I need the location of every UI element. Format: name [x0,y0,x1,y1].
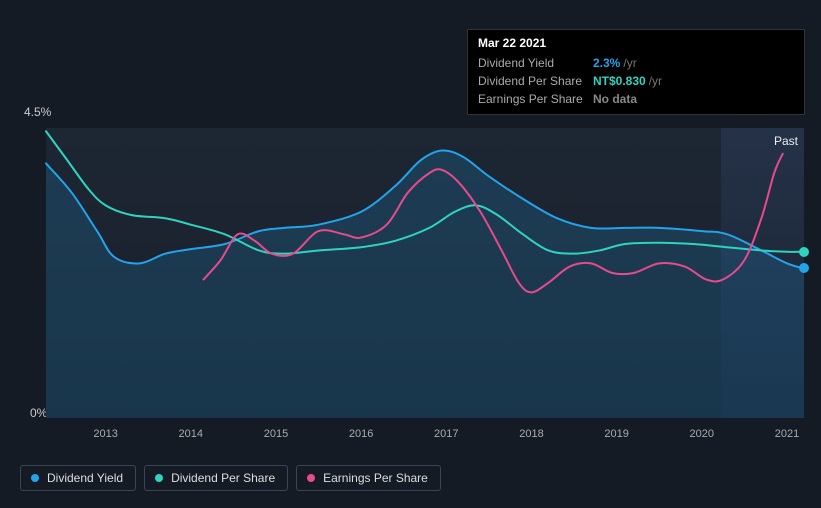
legend-item[interactable]: Earnings Per Share [296,465,441,491]
legend-item[interactable]: Dividend Per Share [144,465,288,491]
legend-dot-icon [307,474,315,482]
y-axis-max: 4.5% [24,105,51,119]
x-tick: 2017 [434,428,458,440]
legend-dot-icon [155,474,163,482]
x-tick: 2015 [264,428,288,440]
x-tick: 2019 [604,428,628,440]
tooltip-row: Dividend Yield2.3%/yr [478,54,794,72]
tooltip-row: Earnings Per ShareNo data [478,90,794,108]
x-axis: 2013 2014 2015 2016 2017 2018 2019 2020 2021 [46,428,804,446]
legend-label: Dividend Per Share [171,471,275,485]
x-tick: 2014 [179,428,203,440]
past-label: Past [774,134,798,148]
y-axis-min: 0% [30,406,47,420]
legend-label: Dividend Yield [47,471,123,485]
series-end-dot [799,263,809,273]
series-fill [46,150,804,418]
legend: Dividend Yield Dividend Per Share Earnings… [20,465,441,491]
tooltip-row-label: Dividend Yield [478,54,593,72]
hover-tooltip: Mar 22 2021 Dividend Yield2.3%/yrDividen… [467,29,805,115]
chart-plot-area[interactable]: Past [46,128,804,418]
x-tick: 2018 [519,428,543,440]
tooltip-row-label: Earnings Per Share [478,90,593,108]
tooltip-date: Mar 22 2021 [478,36,794,50]
chart-lines [46,128,804,418]
tooltip-row-value: No data [593,90,637,108]
x-tick: 2013 [93,428,117,440]
legend-item[interactable]: Dividend Yield [20,465,136,491]
tooltip-row-unit: /yr [623,56,636,70]
tooltip-row-value: NT$0.830/yr [593,72,662,90]
tooltip-row: Dividend Per ShareNT$0.830/yr [478,72,794,90]
tooltip-row-value: 2.3%/yr [593,54,637,72]
legend-dot-icon [31,474,39,482]
x-tick: 2016 [349,428,373,440]
tooltip-row-label: Dividend Per Share [478,72,593,90]
legend-label: Earnings Per Share [323,471,428,485]
x-tick: 2021 [775,428,799,440]
tooltip-row-unit: /yr [649,74,662,88]
x-tick: 2020 [690,428,714,440]
series-end-dot [799,247,809,257]
